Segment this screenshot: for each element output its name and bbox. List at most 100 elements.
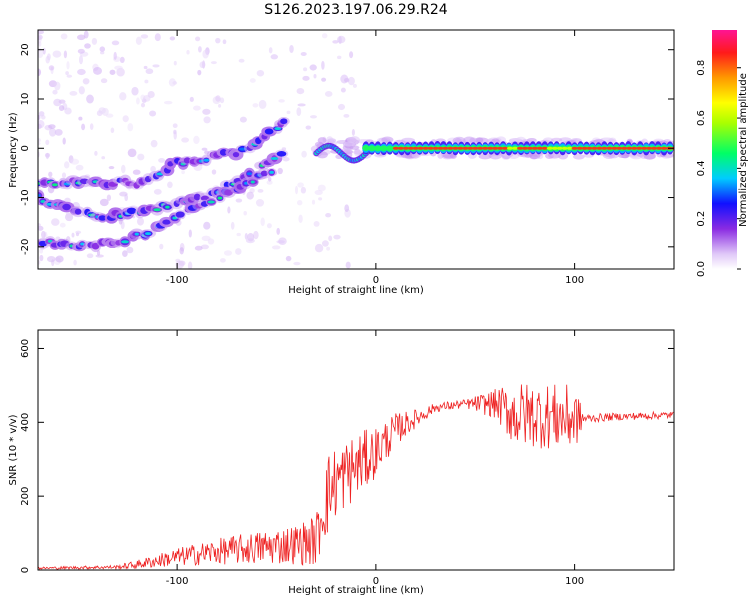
spectrogram-cell bbox=[143, 65, 148, 70]
spectrogram-cell bbox=[303, 67, 308, 72]
spectrogram-cell bbox=[48, 124, 56, 129]
spectrogram-cell bbox=[224, 189, 233, 196]
spectrogram-cell bbox=[300, 186, 307, 194]
spectrogram-cell bbox=[581, 146, 588, 150]
spectrogram-cell bbox=[41, 115, 46, 120]
colorbar-tick-label: 0.2 bbox=[696, 211, 707, 227]
spectrogram-cell bbox=[193, 193, 201, 201]
spectrogram-cell bbox=[105, 113, 114, 118]
spectrogram-cell bbox=[94, 150, 98, 156]
spectrogram-cell bbox=[173, 60, 177, 66]
spectrogram-cell bbox=[51, 183, 58, 187]
spectrogram-cell bbox=[215, 95, 221, 102]
spectrogram-cell bbox=[194, 36, 201, 42]
spectrogram-cell bbox=[282, 156, 290, 162]
spectrogram-cell bbox=[60, 33, 68, 40]
spectrogram-cell bbox=[137, 153, 145, 161]
spectrogram-cell bbox=[417, 146, 424, 150]
spectrogram-cell bbox=[63, 50, 68, 59]
spectrogram-cell bbox=[477, 146, 484, 150]
snr-panel: -100 0 100 0 200 400 600 Height of straight li… bbox=[8, 329, 675, 596]
spectrogram-cell bbox=[152, 64, 160, 68]
spectrogram-cell bbox=[154, 33, 161, 42]
spectrogram-cell bbox=[344, 204, 350, 213]
spectrogram-cell bbox=[197, 69, 202, 76]
spectrogram-cell bbox=[89, 123, 94, 130]
spectrogram-cell bbox=[194, 245, 203, 251]
spectrogram-cell bbox=[611, 146, 618, 150]
spectrogram-cell bbox=[78, 86, 85, 95]
spectrogram-cell bbox=[199, 61, 206, 69]
spectrogram-cell bbox=[442, 146, 449, 150]
spectrogram-cell bbox=[64, 107, 72, 115]
spectrogram-cell bbox=[230, 221, 235, 230]
spectrogram-cell bbox=[193, 105, 201, 111]
spectrogram-cell bbox=[136, 217, 145, 226]
spectrogram-cell bbox=[472, 146, 479, 150]
spectrogram-cell bbox=[38, 30, 44, 35]
y-tick-label: -20 bbox=[20, 239, 31, 255]
spectrogram-cell bbox=[551, 146, 558, 150]
spectrogram-cell bbox=[121, 164, 126, 174]
x-tick-label: 100 bbox=[565, 275, 584, 286]
spectrogram-cell bbox=[38, 223, 41, 227]
spectrogram-cell bbox=[203, 221, 211, 230]
spectrogram-cell bbox=[84, 43, 91, 49]
spectrogram-cell bbox=[66, 74, 73, 78]
spectrogram-cell bbox=[258, 99, 267, 109]
spectrogram-cell bbox=[153, 188, 162, 195]
spectrogram-cell bbox=[457, 146, 464, 150]
spectrogram-cell bbox=[374, 145, 382, 152]
spectrogram-cell bbox=[75, 164, 84, 171]
spectrogram-cell bbox=[566, 146, 573, 150]
spectrogram-cell bbox=[153, 208, 162, 212]
spectrogram-cell bbox=[127, 123, 134, 132]
spectrogram-cell bbox=[101, 156, 106, 160]
spectrogram-cell bbox=[110, 127, 115, 134]
spectrogram-cell bbox=[314, 243, 324, 253]
spectrogram-cell bbox=[326, 246, 331, 251]
spectrogram-cell bbox=[124, 194, 129, 202]
spectrogram-cell bbox=[58, 105, 65, 112]
spectrogram-cell bbox=[437, 152, 444, 159]
spectrogram-cell bbox=[512, 146, 518, 150]
spectrogram-cell bbox=[392, 146, 399, 150]
spectrogram-cell bbox=[235, 198, 243, 203]
spectrogram-cell bbox=[53, 98, 62, 107]
spectrogram-cell bbox=[338, 36, 342, 45]
spectrogram-cell bbox=[48, 171, 53, 178]
y-tick-label: 20 bbox=[20, 43, 31, 56]
spectrogram-cell bbox=[294, 185, 299, 195]
spectrogram-cell bbox=[227, 206, 231, 214]
spectrogram-cell bbox=[149, 110, 157, 117]
spectrogram-cell bbox=[270, 54, 279, 60]
spectrogram-cell bbox=[38, 138, 41, 142]
spectrogram-cell bbox=[571, 146, 578, 150]
spectrogram-cell bbox=[181, 137, 189, 143]
spectrogram-cell bbox=[270, 157, 279, 160]
snr-x-axis-label: Height of straight line (km) bbox=[288, 585, 424, 596]
spectrogram-cell bbox=[38, 141, 41, 146]
spectrogram-cell bbox=[189, 96, 194, 102]
spectrogram-cell bbox=[111, 40, 120, 46]
spectrogram-cell bbox=[298, 214, 303, 224]
spectrogram-cell bbox=[401, 137, 415, 143]
spectrogram-cell bbox=[309, 64, 317, 71]
spectrogram-cell bbox=[69, 91, 78, 96]
spectrogram-cell bbox=[397, 146, 404, 150]
spectrogram-cell bbox=[126, 207, 137, 215]
snr-y-axis-label: SNR (10 * v/v) bbox=[8, 414, 19, 485]
spectrogram-cell bbox=[62, 203, 71, 211]
spectrogram-cell bbox=[77, 68, 86, 76]
spectrogram-cell bbox=[318, 197, 323, 201]
spectrogram-cell bbox=[39, 254, 44, 262]
spectrogram-cell bbox=[108, 166, 115, 170]
spectrogram-cell bbox=[82, 78, 90, 85]
spectrogram-cell bbox=[198, 46, 202, 53]
spectrogram-cell bbox=[297, 182, 304, 188]
spectrogram-cell bbox=[559, 137, 572, 143]
spectrogram-cell bbox=[467, 146, 474, 150]
spectrogram-cell bbox=[347, 76, 355, 86]
x-tick-label: 0 bbox=[373, 275, 379, 286]
spectrogram-cell bbox=[656, 146, 663, 150]
